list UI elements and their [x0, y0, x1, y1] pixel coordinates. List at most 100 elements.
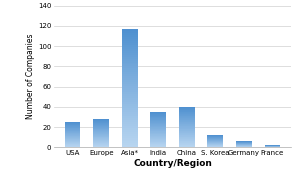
Bar — [93, 136, 109, 137]
Bar — [179, 121, 195, 122]
Bar — [122, 138, 137, 139]
Bar — [179, 138, 195, 139]
Bar — [122, 39, 137, 41]
Bar — [93, 122, 109, 123]
Bar — [93, 144, 109, 145]
Bar — [93, 137, 109, 138]
Bar — [122, 116, 137, 118]
Bar — [65, 131, 80, 132]
Bar — [150, 146, 166, 147]
Bar — [65, 122, 80, 123]
Bar — [122, 102, 137, 104]
Bar — [122, 122, 137, 124]
Bar — [65, 141, 80, 142]
Bar — [122, 112, 137, 114]
Bar — [93, 134, 109, 135]
Bar — [122, 47, 137, 49]
Bar — [93, 139, 109, 140]
Bar — [179, 110, 195, 111]
Bar — [93, 125, 109, 126]
Bar — [122, 132, 137, 134]
Bar — [93, 141, 109, 142]
Bar — [179, 131, 195, 132]
Bar — [150, 128, 166, 129]
Bar — [179, 118, 195, 119]
Bar — [122, 45, 137, 47]
Bar — [122, 124, 137, 126]
Bar — [179, 145, 195, 146]
Bar — [179, 125, 195, 126]
Bar — [122, 57, 137, 59]
Bar — [150, 133, 166, 134]
Bar — [179, 117, 195, 118]
Bar — [65, 144, 80, 145]
Bar — [179, 144, 195, 145]
Bar — [150, 125, 166, 126]
Bar — [179, 136, 195, 137]
Bar — [122, 74, 137, 76]
Bar — [179, 124, 195, 125]
Bar — [65, 129, 80, 130]
Bar — [122, 136, 137, 138]
Bar — [122, 98, 137, 100]
Bar — [150, 120, 166, 121]
Bar — [179, 120, 195, 121]
Bar — [93, 145, 109, 146]
Bar — [208, 136, 223, 137]
Bar — [93, 119, 109, 120]
Bar — [65, 138, 80, 139]
Bar — [65, 146, 80, 147]
Bar — [150, 139, 166, 140]
Bar — [179, 107, 195, 108]
Bar — [65, 139, 80, 140]
Bar — [65, 133, 80, 134]
Bar — [122, 35, 137, 37]
Bar — [122, 78, 137, 80]
Bar — [150, 131, 166, 132]
Bar — [179, 113, 195, 114]
Bar — [179, 146, 195, 147]
Bar — [150, 142, 166, 143]
Bar — [122, 53, 137, 55]
Bar — [179, 135, 195, 136]
Bar — [93, 130, 109, 131]
Bar — [93, 135, 109, 136]
Bar — [93, 133, 109, 134]
Bar — [122, 82, 137, 84]
Bar — [150, 119, 166, 120]
Bar — [179, 137, 195, 138]
Bar — [122, 110, 137, 112]
Bar — [93, 126, 109, 127]
Bar — [179, 139, 195, 140]
Bar — [93, 146, 109, 147]
Bar — [150, 113, 166, 114]
Bar — [122, 108, 137, 110]
Bar — [179, 119, 195, 120]
Bar — [93, 123, 109, 124]
Bar — [150, 130, 166, 131]
Bar — [122, 80, 137, 82]
Bar — [179, 142, 195, 143]
Bar — [122, 64, 137, 67]
Bar — [122, 128, 137, 130]
Bar — [179, 116, 195, 117]
Bar — [150, 127, 166, 128]
Bar — [208, 143, 223, 144]
Bar — [122, 49, 137, 51]
Bar — [122, 70, 137, 72]
Bar — [179, 128, 195, 129]
Bar — [208, 139, 223, 140]
Bar — [179, 132, 195, 133]
Bar — [65, 130, 80, 131]
Bar — [93, 127, 109, 128]
Bar — [150, 143, 166, 144]
Bar — [122, 55, 137, 57]
Bar — [208, 141, 223, 142]
Bar — [65, 136, 80, 137]
Bar — [122, 106, 137, 108]
Bar — [93, 131, 109, 132]
Bar — [179, 111, 195, 112]
Bar — [122, 130, 137, 132]
Bar — [122, 67, 137, 68]
Bar — [179, 134, 195, 135]
